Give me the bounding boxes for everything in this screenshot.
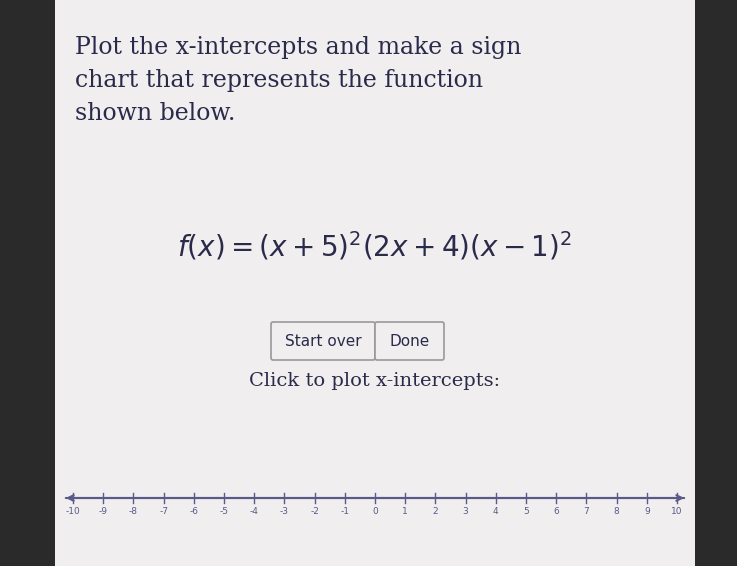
Text: -6: -6 [189, 507, 198, 516]
Text: 0: 0 [372, 507, 378, 516]
Text: 6: 6 [553, 507, 559, 516]
Text: 8: 8 [614, 507, 620, 516]
Text: -8: -8 [129, 507, 138, 516]
Text: -4: -4 [250, 507, 259, 516]
Text: 4: 4 [493, 507, 499, 516]
Text: -9: -9 [99, 507, 108, 516]
Text: -2: -2 [310, 507, 319, 516]
Text: -7: -7 [159, 507, 168, 516]
Text: $f(x) = (x+5)^2(2x+4)(x-1)^2$: $f(x) = (x+5)^2(2x+4)(x-1)^2$ [178, 230, 573, 263]
FancyBboxPatch shape [271, 322, 375, 360]
Text: -5: -5 [220, 507, 228, 516]
Text: 7: 7 [584, 507, 590, 516]
Text: 2: 2 [433, 507, 439, 516]
Text: -1: -1 [340, 507, 349, 516]
Text: 3: 3 [463, 507, 469, 516]
Text: 1: 1 [402, 507, 408, 516]
Text: Done: Done [389, 333, 430, 349]
Text: -10: -10 [66, 507, 80, 516]
FancyBboxPatch shape [375, 322, 444, 360]
Bar [55, 0, 695, 566]
Text: Start over: Start over [284, 333, 361, 349]
Text: 10: 10 [671, 507, 682, 516]
Text: 5: 5 [523, 507, 529, 516]
Text: Click to plot x-intercepts:: Click to plot x-intercepts: [249, 372, 500, 390]
Text: 9: 9 [644, 507, 650, 516]
Text: Plot the x-intercepts and make a sign
chart that represents the function
shown b: Plot the x-intercepts and make a sign ch… [75, 36, 521, 125]
Text: -3: -3 [280, 507, 289, 516]
